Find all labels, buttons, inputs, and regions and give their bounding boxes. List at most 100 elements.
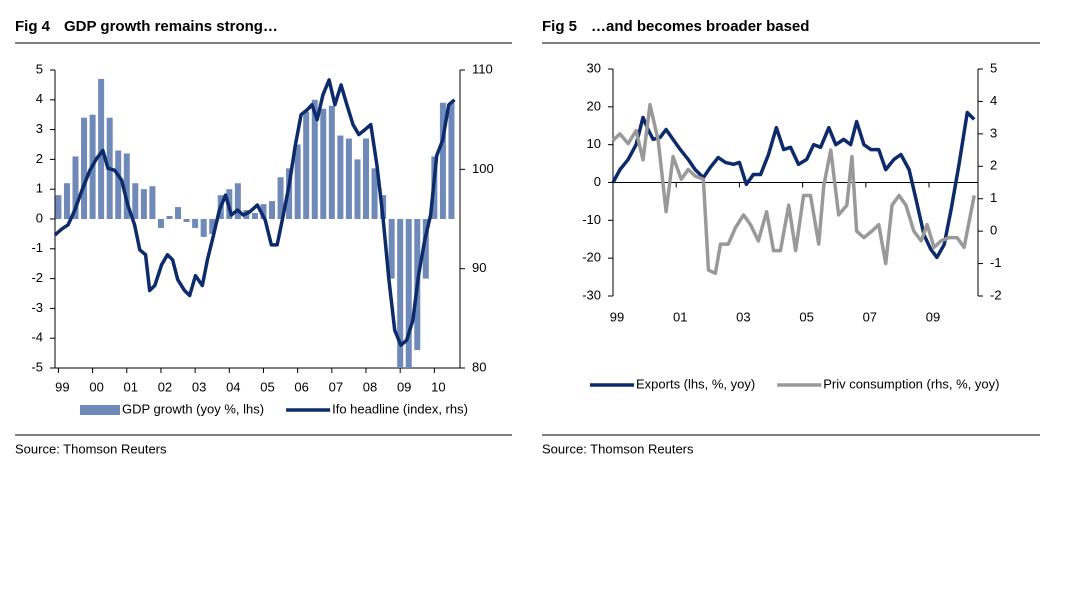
bar (345, 138, 352, 219)
bar (422, 219, 429, 279)
y2-tick-label: -2 (990, 287, 1002, 302)
bar (140, 189, 147, 219)
legend-label: Ifo headline (index, rhs) (332, 401, 468, 416)
x-tick-label: 05 (260, 379, 274, 394)
bar (55, 195, 62, 219)
y2-tick-label: -1 (990, 255, 1002, 270)
bar (303, 111, 310, 219)
bar (294, 144, 301, 219)
legend-swatch (80, 405, 120, 415)
bar (354, 159, 361, 219)
bar (397, 219, 404, 368)
y-tick-label: -5 (31, 359, 43, 374)
x-tick-label: 07 (329, 379, 343, 394)
y-tick-label: 10 (587, 136, 601, 151)
line-series (611, 110, 976, 260)
x-tick-label: 10 (431, 379, 445, 394)
figure-number: Fig 4 (15, 18, 51, 35)
x-tick-label: 05 (799, 309, 813, 324)
y-tick-label: 2 (36, 151, 43, 166)
y-tick-label: -20 (582, 250, 601, 265)
x-tick-label: 08 (363, 379, 377, 394)
bar (149, 186, 156, 219)
y-tick-label: 4 (36, 91, 43, 106)
bar (320, 108, 327, 219)
y2-tick-label: 0 (990, 223, 997, 238)
x-tick-label: 04 (226, 379, 240, 394)
bar (311, 99, 318, 219)
bar (81, 117, 88, 219)
line-series (611, 102, 976, 276)
y-tick-label: -30 (582, 287, 601, 302)
chart-title: …and becomes broader based (591, 18, 809, 35)
y2-tick-label: 100 (472, 161, 494, 176)
bar (183, 219, 190, 222)
bar (277, 177, 284, 219)
y2-tick-label: 3 (990, 125, 997, 140)
y-tick-label: 0 (36, 210, 43, 225)
bar (388, 219, 395, 279)
bar (405, 219, 412, 368)
y2-tick-label: 110 (472, 61, 493, 76)
bar (98, 78, 105, 219)
x-tick-label: 03 (736, 309, 750, 324)
bar (448, 102, 455, 219)
x-tick-label: 03 (192, 379, 206, 394)
y-tick-label: 1 (36, 181, 43, 196)
x-tick-label: 06 (294, 379, 308, 394)
x-tick-label: 99 (55, 379, 69, 394)
y-tick-label: 20 (587, 98, 601, 113)
y2-tick-label: 90 (472, 260, 486, 275)
bar (371, 168, 378, 219)
bar (234, 183, 241, 219)
legend-label: Exports (lhs, %, yoy) (636, 376, 755, 391)
y2-tick-label: 80 (472, 359, 486, 374)
y-tick-label: -2 (31, 270, 43, 285)
bar (192, 219, 199, 228)
x-tick-label: 02 (158, 379, 172, 394)
bar (209, 219, 216, 234)
y-tick-label: -4 (31, 330, 43, 345)
y2-tick-label: 4 (990, 93, 997, 108)
chart-title: GDP growth remains strong… (64, 18, 278, 35)
y-tick-label: -10 (582, 212, 601, 227)
bar (439, 102, 446, 219)
bar (328, 105, 335, 219)
y-tick-label: 0 (594, 174, 601, 189)
y-tick-label: 3 (36, 121, 43, 136)
x-tick-label: 07 (863, 309, 877, 324)
x-tick-label: 09 (926, 309, 940, 324)
bar (363, 138, 370, 219)
source: Source: Thomson Reuters (15, 441, 167, 456)
legend-label: Priv consumption (rhs, %, yoy) (823, 376, 999, 391)
line-series (53, 78, 456, 347)
bar (251, 213, 258, 219)
bar (123, 153, 130, 219)
y2-tick-label: 5 (990, 60, 997, 75)
legend-label: GDP growth (yoy %, lhs) (122, 401, 264, 416)
figure-number: Fig 5 (542, 18, 577, 35)
bar (337, 135, 344, 219)
bar (200, 219, 207, 237)
bar (72, 156, 79, 219)
x-tick-label: 09 (397, 379, 411, 394)
x-tick-label: 00 (89, 379, 103, 394)
y2-tick-label: 2 (990, 158, 997, 173)
bar (175, 207, 182, 219)
bar (260, 204, 267, 219)
bar (269, 201, 276, 219)
bar (63, 183, 70, 219)
y-tick-label: 30 (587, 60, 601, 75)
bar (166, 216, 173, 219)
bar (132, 183, 139, 219)
x-tick-label: 99 (610, 309, 624, 324)
bar (115, 150, 122, 219)
x-tick-label: 01 (124, 379, 138, 394)
bar (157, 219, 164, 228)
y-tick-label: -3 (31, 300, 43, 315)
y2-tick-label: 1 (990, 190, 997, 205)
source: Source: Thomson Reuters (542, 441, 694, 456)
y-tick-label: 5 (36, 61, 43, 76)
y-tick-label: -1 (31, 240, 43, 255)
